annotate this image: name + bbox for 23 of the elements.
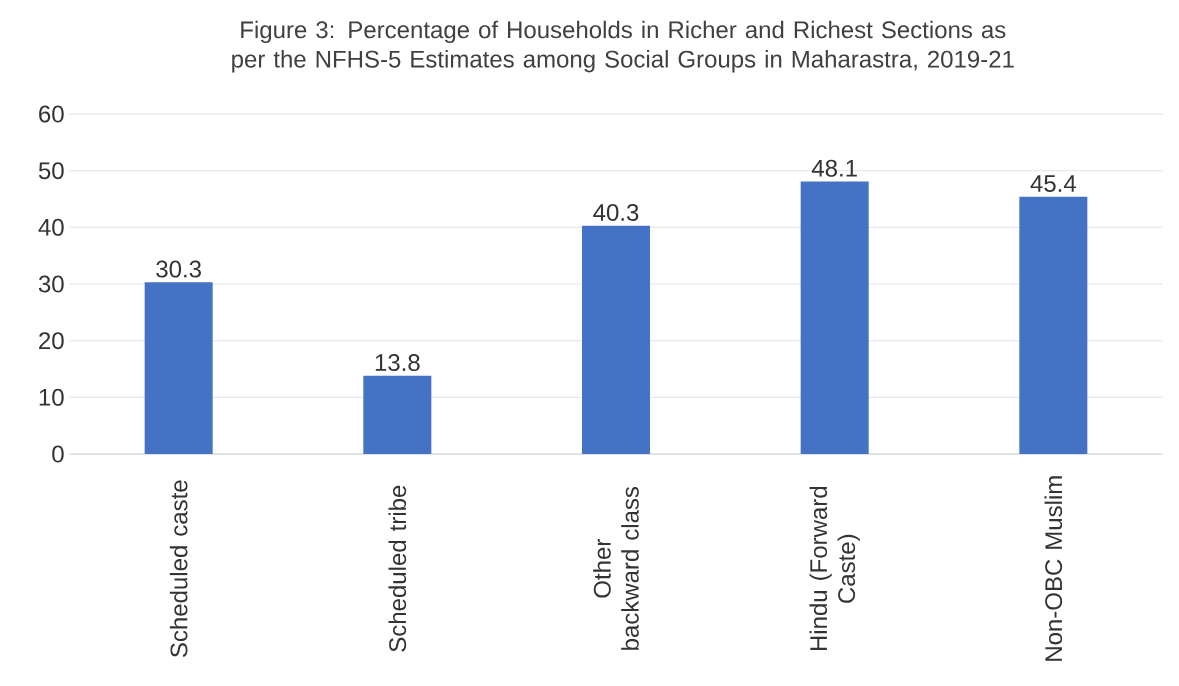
y-tick-label: 20 <box>39 332 64 350</box>
y-tick-label: 0 <box>52 445 64 463</box>
y-tick-label: 50 <box>38 162 64 180</box>
x-tick-label: Hindu (Forward Caste) <box>809 486 860 651</box>
y-tick-label: 30 <box>38 275 64 293</box>
data-label: 48.1 <box>811 159 857 177</box>
x-tick-label: Scheduled tribe <box>388 485 407 652</box>
bar <box>144 282 213 454</box>
bar <box>582 225 650 454</box>
x-tick-label: Scheduled caste <box>169 480 188 658</box>
data-label: 13.8 <box>375 354 420 372</box>
x-tick-label: Non-OBC Muslim <box>1044 476 1063 661</box>
data-label: 45.4 <box>1030 175 1076 193</box>
bar <box>1019 196 1088 454</box>
data-label: 30.3 <box>156 260 201 278</box>
x-tick-label: Other backward class <box>593 486 639 650</box>
bar <box>800 181 869 454</box>
chart-title: Figure 3: Percentage of Households in Richer and Richest Sections as per the NFHS-5 Estimates among Social Groups in Maharastra, 2019-21 <box>232 20 1014 73</box>
y-tick-label: 60 <box>39 105 64 123</box>
bar <box>363 375 432 454</box>
y-tick-label: 10 <box>39 388 64 406</box>
data-label: 40.3 <box>593 203 639 221</box>
y-tick-label: 40 <box>38 218 64 236</box>
